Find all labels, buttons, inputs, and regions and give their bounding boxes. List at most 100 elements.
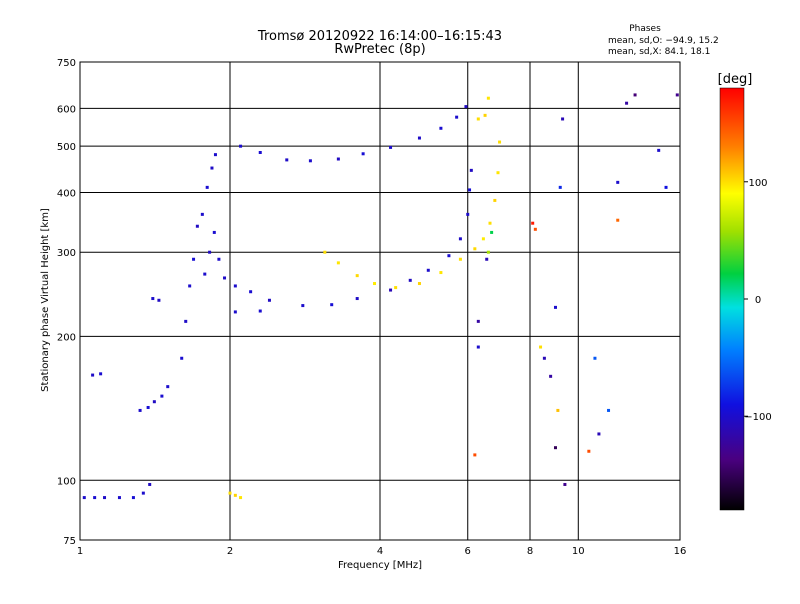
data-point (249, 290, 253, 294)
data-point (486, 250, 490, 254)
data-point (469, 168, 473, 172)
data-point (542, 356, 546, 360)
data-point (468, 188, 472, 192)
data-points (82, 93, 679, 500)
data-point (657, 148, 661, 152)
data-point (439, 271, 443, 275)
data-point (664, 185, 668, 189)
data-point (464, 105, 468, 109)
data-point (556, 408, 560, 412)
data-point (476, 117, 480, 121)
data-point (493, 198, 497, 202)
data-point (323, 250, 327, 254)
colorbar-unit: [deg] (718, 72, 753, 87)
y-tick-label: 200 (57, 332, 76, 343)
data-point (533, 227, 537, 231)
x-tick-label: 8 (527, 546, 533, 557)
data-point (336, 157, 340, 161)
data-point (223, 276, 227, 280)
data-point (476, 319, 480, 323)
data-point (180, 356, 184, 360)
data-point (373, 282, 377, 286)
data-point (539, 345, 543, 349)
data-point (563, 482, 567, 486)
data-point (141, 491, 145, 495)
data-point (633, 93, 637, 97)
grid-lines (80, 62, 680, 540)
colorbar-gradient (719, 87, 745, 511)
data-point (549, 374, 553, 378)
data-point (258, 150, 262, 154)
data-point (496, 171, 500, 175)
y-tick-label: 600 (57, 104, 76, 115)
stats-line-x: mean, sd,X: 84.1, 18.1 (608, 47, 710, 57)
data-point (148, 482, 152, 486)
colorbar-tick-label: 100 (748, 178, 767, 189)
data-point (152, 400, 156, 404)
data-point (394, 286, 398, 290)
y-tick-label: 300 (57, 248, 76, 259)
data-point (481, 237, 485, 241)
data-point (131, 496, 135, 500)
data-point (616, 180, 620, 184)
data-point (483, 113, 487, 117)
data-point (531, 221, 535, 225)
data-point (184, 319, 188, 323)
colorbar-ticks: 100 0 −100 (744, 178, 772, 423)
data-point (488, 221, 492, 225)
x-axis: 1 2 4 6 8 10 16 (77, 546, 687, 557)
data-point (466, 212, 470, 216)
stats-label: Phases (629, 24, 661, 34)
colorbar-tick-label: −100 (744, 412, 771, 423)
data-point (99, 372, 103, 376)
data-point (82, 496, 86, 500)
data-point (476, 345, 480, 349)
y-tick-label: 500 (57, 142, 76, 153)
data-point (625, 101, 629, 105)
data-point (593, 356, 597, 360)
data-point (455, 115, 459, 119)
data-point (258, 309, 262, 313)
data-point (205, 185, 209, 189)
x-tick-label: 16 (674, 546, 687, 557)
data-point (301, 304, 305, 308)
data-point (558, 185, 562, 189)
data-point (285, 158, 289, 162)
y-tick-label: 400 (57, 188, 76, 199)
x-tick-label: 4 (377, 546, 383, 557)
data-point (473, 247, 477, 251)
data-point (426, 268, 430, 272)
data-point (151, 297, 155, 301)
data-point (675, 93, 679, 97)
data-point (389, 145, 393, 149)
data-point (498, 140, 502, 144)
data-point (188, 284, 192, 288)
stats-line-o: mean, sd,O: −94.9, 15.2 (608, 36, 719, 46)
data-point (213, 153, 217, 157)
data-point (146, 405, 150, 409)
data-point (228, 491, 232, 495)
data-point (200, 212, 204, 216)
x-tick-label: 10 (572, 546, 585, 557)
chart-title: Tromsø 20120922 16:14:00–16:15:43 (257, 29, 502, 44)
data-point (616, 218, 620, 222)
data-point (192, 257, 196, 261)
data-point (597, 432, 601, 436)
data-point (239, 496, 243, 500)
x-tick-label: 2 (227, 546, 233, 557)
data-point (458, 257, 462, 261)
data-point (607, 408, 611, 412)
data-point (553, 446, 557, 450)
data-point (490, 230, 494, 234)
y-axis-label: Stationary phase Virtual Height [km] (40, 208, 51, 392)
x-tick-label: 6 (465, 546, 471, 557)
chart-subtitle: RwPretec (8p) (334, 42, 425, 57)
data-point (138, 408, 142, 412)
data-point (210, 166, 214, 170)
data-point (267, 298, 271, 302)
data-point (587, 449, 591, 453)
data-point (157, 298, 161, 302)
y-axis: 75 100 200 300 400 500 600 750 (57, 58, 76, 547)
data-point (160, 394, 164, 398)
data-point (195, 224, 199, 228)
